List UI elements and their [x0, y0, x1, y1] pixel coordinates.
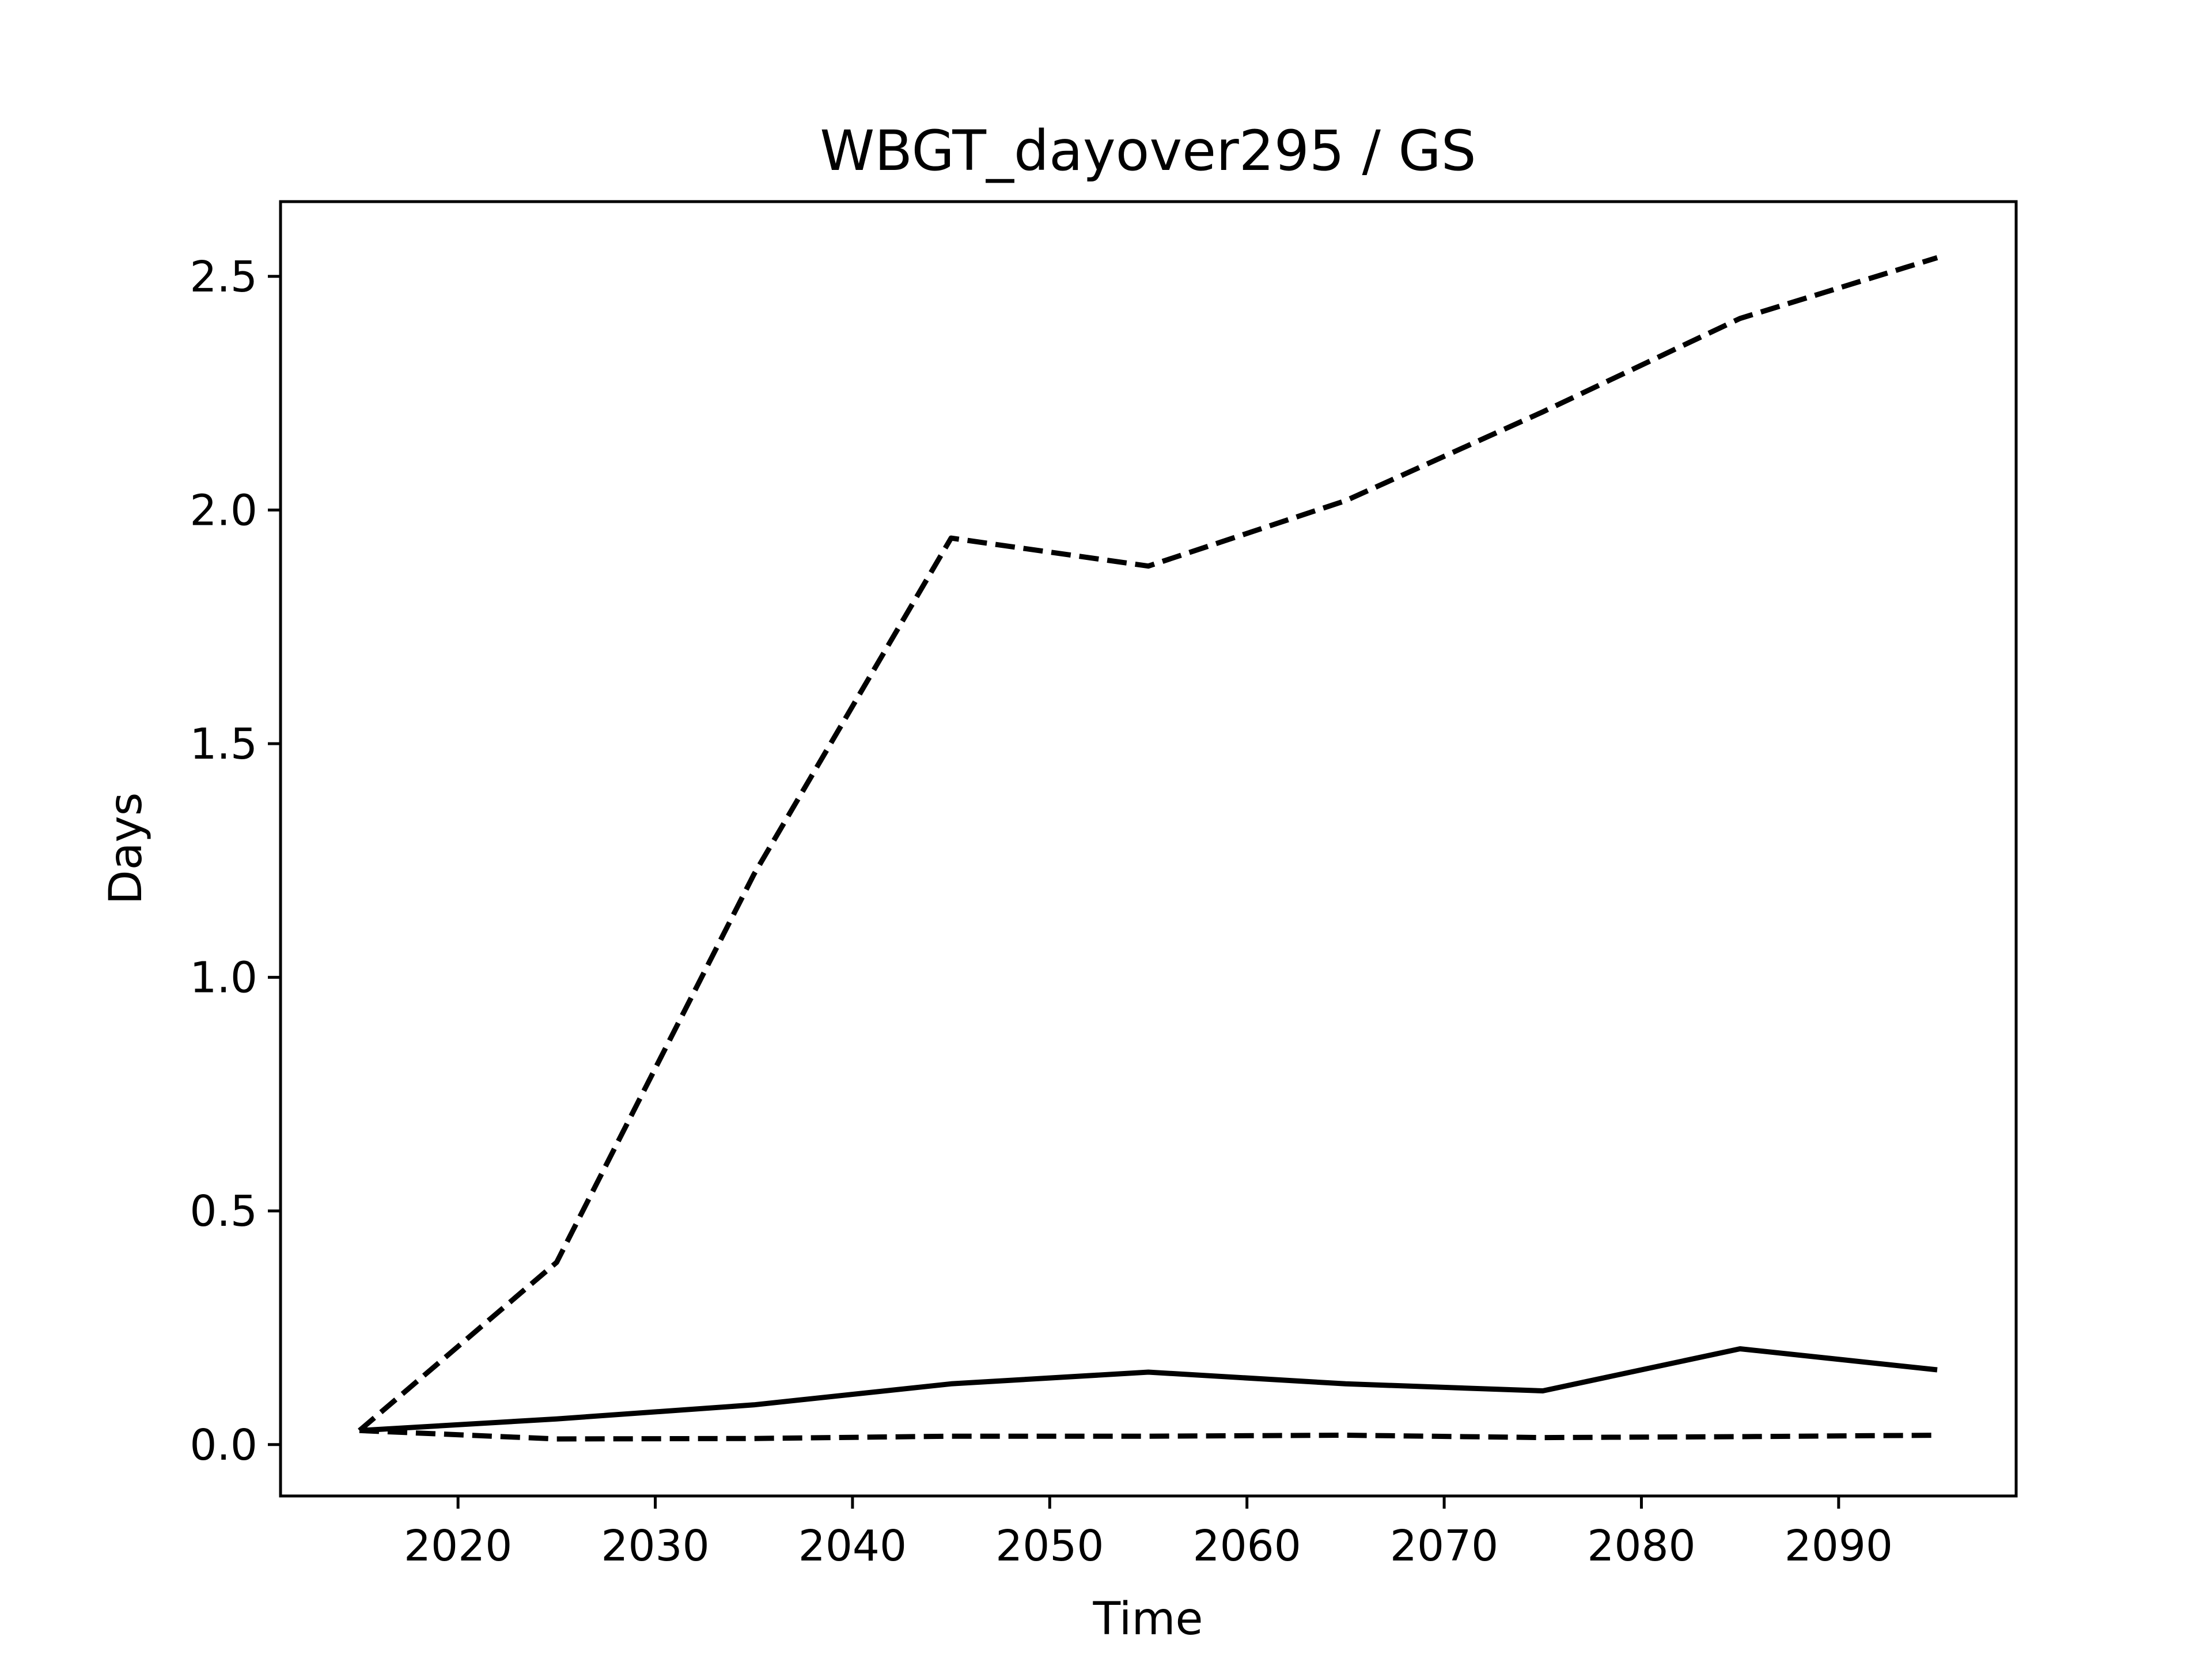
chart-title: WBGT_dayover295 / GS [820, 119, 1476, 183]
y-tick-label: 0.0 [190, 1421, 257, 1470]
series-line-3-dashed [359, 1427, 1938, 1442]
y-tick-label: 1.5 [190, 719, 257, 769]
x-tick-label: 2020 [404, 1521, 512, 1571]
x-tick-label: 2030 [601, 1521, 709, 1571]
y-tick-label: 2.5 [190, 252, 257, 302]
series-line-1-dashed [358, 255, 1938, 1433]
x-tick-label: 2050 [995, 1521, 1104, 1571]
x-tick-label: 2060 [1193, 1521, 1301, 1571]
y-tick-label: 1.0 [190, 953, 257, 1003]
y-tick-label: 0.5 [190, 1187, 257, 1236]
plot-frame [279, 200, 2018, 1498]
x-tick-label: 2080 [1587, 1521, 1695, 1571]
x-tick-label: 2090 [1785, 1521, 1893, 1571]
x-tick-label: 2040 [798, 1521, 907, 1571]
x-axis-label: Time [1093, 1593, 1203, 1645]
series-line-2-solid [359, 1346, 1938, 1433]
y-axis-ticks: 0.0 0.5 1.0 1.5 2.0 2.5 [190, 252, 281, 1470]
series-layer [358, 255, 1938, 1442]
x-axis-ticks: 2020 2030 2040 2050 2060 2070 2080 2090 [404, 1496, 1893, 1571]
x-tick-label: 2070 [1390, 1521, 1498, 1571]
y-tick-label: 2.0 [190, 486, 257, 535]
y-axis-label: Days [100, 793, 152, 905]
